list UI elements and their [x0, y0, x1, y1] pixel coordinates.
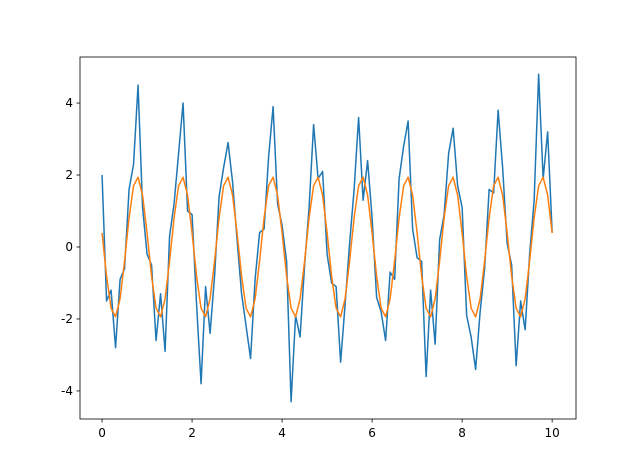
- x-tick-label: 4: [278, 426, 286, 440]
- y-tick-label: 4: [65, 96, 73, 110]
- x-tick-label: 0: [98, 426, 106, 440]
- y-tick-label: 0: [65, 240, 73, 254]
- y-tick-label: -2: [61, 312, 73, 326]
- y-tick-label: -4: [61, 384, 73, 398]
- y-tick-label: 2: [65, 168, 73, 182]
- series-line: [101, 176, 553, 318]
- x-tick-label: 2: [188, 426, 196, 440]
- x-tick-label: 8: [458, 426, 466, 440]
- x-tick-label: 10: [545, 426, 560, 440]
- series-line: [101, 73, 553, 403]
- x-tick-label: 6: [368, 426, 376, 440]
- plot-frame: [79, 56, 577, 420]
